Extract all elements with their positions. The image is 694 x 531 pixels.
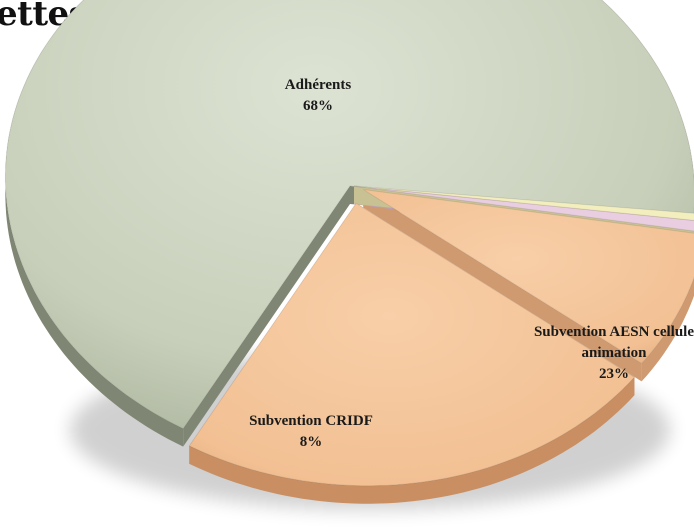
slice-minor-pink xyxy=(353,185,694,232)
slice-adherents xyxy=(4,0,694,430)
pie-slices xyxy=(4,0,694,487)
slice-adherents-wall-end xyxy=(183,186,350,447)
slice-cridf xyxy=(363,189,694,365)
label-adherents-name: Adhérents xyxy=(285,77,352,93)
label-cridf-pct: 8% xyxy=(300,434,323,450)
slice-aesn-side xyxy=(189,377,635,504)
label-cridf-name: Subvention CRIDF xyxy=(249,413,373,429)
slice-minor-yellow-wall-end xyxy=(354,186,694,232)
slice-cridf-side xyxy=(641,277,694,382)
label-aesn-line1: Subvention AESN cellule xyxy=(534,324,694,340)
slice-cridf-wall-start xyxy=(363,189,642,382)
label-aesn-line2: animation xyxy=(581,345,647,361)
label-aesn-pct: 23% xyxy=(599,366,629,382)
slice-aesn xyxy=(188,202,636,487)
label-adherents-pct: 68% xyxy=(303,98,333,114)
